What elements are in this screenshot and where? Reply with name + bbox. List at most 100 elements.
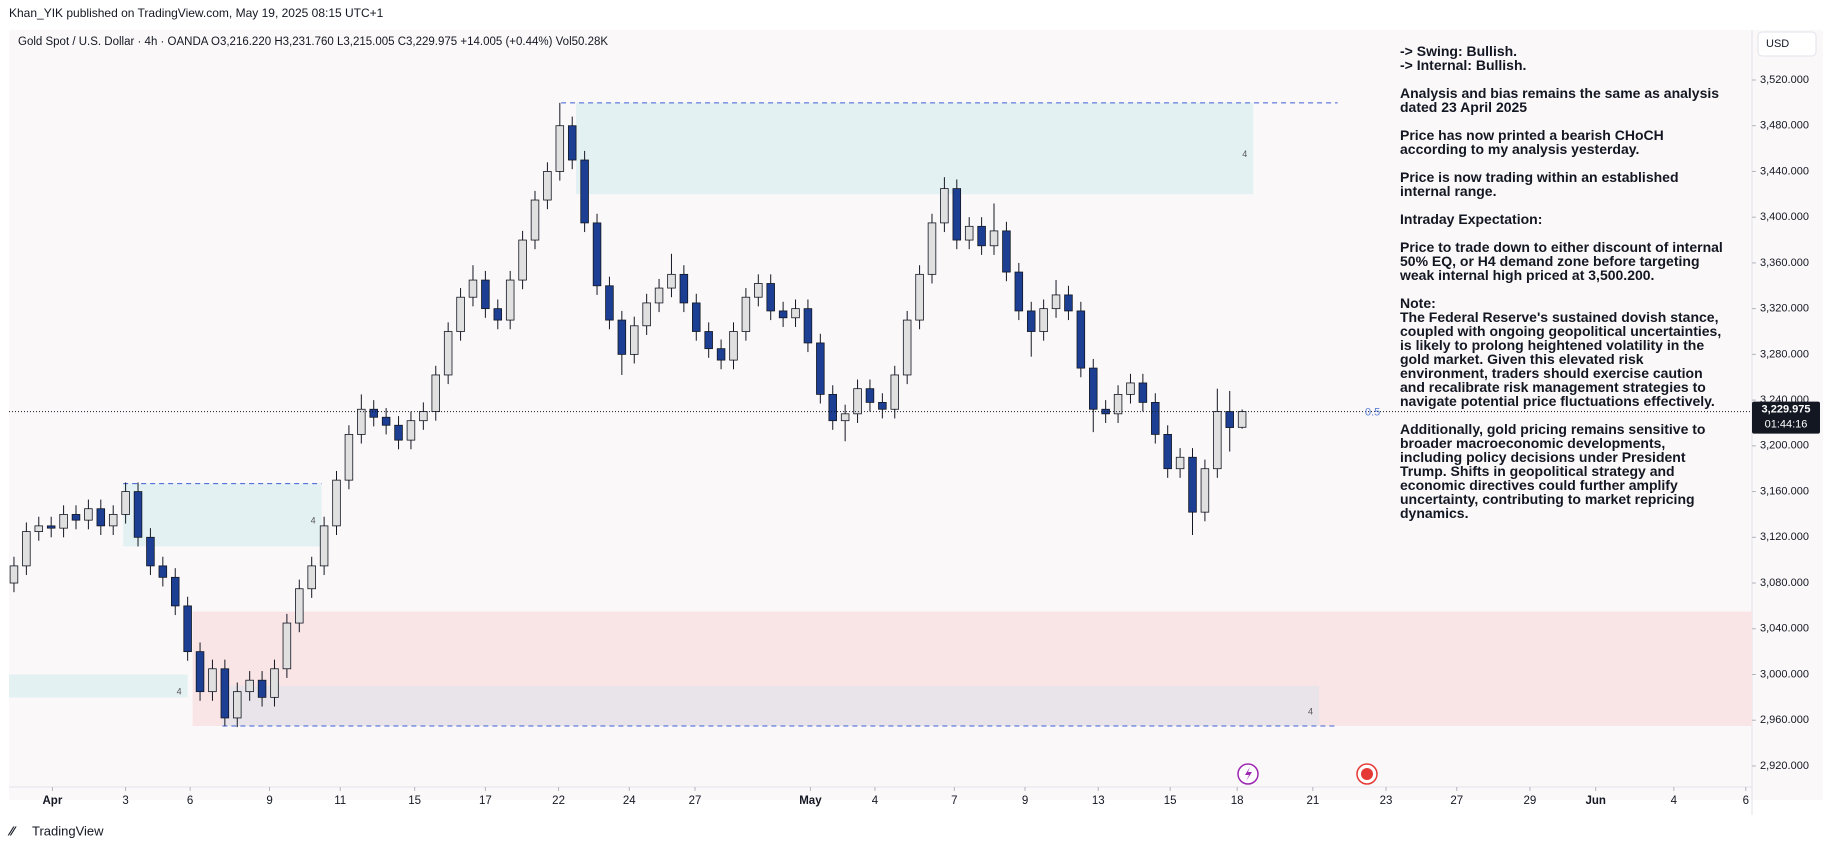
candle-body [940, 188, 949, 224]
note-paragraph: Analysis and bias remains the same as an… [1400, 86, 1730, 114]
candle-body [220, 668, 230, 719]
candle-body [468, 279, 478, 298]
candle-body [1014, 271, 1024, 312]
currency: USD [1766, 38, 1789, 50]
candle-body [927, 222, 937, 275]
candle-body [630, 325, 639, 355]
x-tick-label: 13 [1092, 795, 1105, 807]
note-line: The Federal Reserve's sustained dovish s… [1400, 309, 1722, 409]
candle-body [778, 310, 788, 319]
zone-label: 4 [1242, 149, 1247, 159]
candle-body [1051, 294, 1061, 310]
x-tick-label: 7 [951, 795, 957, 807]
candle-body [1151, 401, 1160, 435]
candle-body [307, 565, 316, 590]
note-paragraph: -> Swing: Bullish. -> Internal: Bullish. [1400, 44, 1730, 72]
y-tick-label: 3,160.000 [1760, 485, 1809, 497]
candle-body [853, 388, 862, 415]
zone-label: 4 [177, 686, 182, 696]
candle-body [915, 273, 924, 321]
note-line: Additionally, gold pricing remains sensi… [1400, 421, 1706, 521]
candle-body [1213, 411, 1222, 470]
y-tick-label: 3,080.000 [1760, 577, 1809, 589]
candle-body [1225, 411, 1234, 428]
candle-body [493, 308, 503, 321]
y-tick-label: 3,040.000 [1760, 623, 1809, 635]
x-tick-label: 11 [334, 795, 346, 807]
eq-label: 0.5 [1365, 406, 1380, 418]
note-paragraph: Price has now printed a bearish CHoCH ac… [1400, 128, 1730, 156]
footer-logo: ⁄⁄ [7, 823, 17, 838]
x-tick-label: 23 [1380, 795, 1393, 807]
candle-body [1076, 310, 1086, 369]
countdown: 01:44:16 [1765, 418, 1808, 430]
y-tick-label: 3,280.000 [1760, 348, 1809, 360]
legend-title: Gold Spot / U.S. Dollar · 4h · OANDA O3,… [18, 36, 608, 48]
x-tick-label: 9 [266, 795, 272, 807]
candle-body [766, 283, 775, 312]
candle-body [964, 225, 974, 241]
candle-body [1089, 367, 1098, 410]
y-tick-label: 3,320.000 [1760, 303, 1809, 315]
zone [9, 674, 188, 698]
note-line: -> Swing: Bullish. [1400, 43, 1518, 59]
candle-body [567, 125, 577, 161]
candle-body [1163, 434, 1172, 470]
candle-body [816, 342, 825, 395]
candle-body [617, 319, 627, 355]
candle-body [902, 319, 912, 376]
price-label-box [1752, 401, 1820, 434]
currency-box [1757, 31, 1817, 57]
x-tick-label: 17 [479, 795, 492, 807]
candle-body [183, 605, 192, 653]
note-line: Note: [1400, 295, 1436, 311]
candle-body [989, 230, 999, 247]
candle-body [381, 416, 391, 426]
y-tick-label: 2,920.000 [1760, 760, 1809, 772]
candle-body [654, 287, 664, 304]
x-tick-label: Jun [1585, 795, 1605, 807]
candle-body [431, 374, 441, 412]
candle-body [692, 302, 701, 332]
candle-body [977, 225, 986, 247]
x-tick-label: Apr [43, 795, 63, 807]
candle-body [803, 308, 813, 344]
note-line: Intraday Expectation: [1400, 211, 1543, 227]
y-tick-label: 2,960.000 [1760, 714, 1809, 726]
x-tick-label: 3 [122, 795, 128, 807]
note-paragraph: Intraday Expectation: [1400, 212, 1730, 226]
x-tick-label: 6 [187, 795, 193, 807]
candle-body [1101, 408, 1110, 415]
x-tick-label: 27 [689, 795, 702, 807]
candle-body [1113, 393, 1123, 415]
x-tick-label: 4 [872, 795, 879, 807]
candle-body [22, 531, 31, 567]
candle-body [369, 408, 378, 418]
candle-body [555, 125, 565, 172]
candle-body [1064, 294, 1073, 312]
candle-body [543, 171, 552, 201]
candle-body [1026, 310, 1036, 332]
note-line: Price has now printed a bearish CHoCH ac… [1400, 127, 1664, 157]
candle-body [1188, 456, 1197, 513]
candle-body [344, 434, 354, 481]
zone [222, 685, 1320, 726]
x-tick-label: 27 [1450, 795, 1463, 807]
candle-body [481, 279, 490, 310]
flag-icon [1361, 768, 1373, 780]
candle-body [406, 420, 416, 441]
candle-body [332, 479, 341, 527]
candle-body [1200, 468, 1210, 513]
candle-body [828, 393, 837, 422]
y-tick-label: 3,360.000 [1760, 257, 1809, 269]
y-tick-label: 3,200.000 [1760, 440, 1809, 452]
analysis-notes: -> Swing: Bullish. -> Internal: Bullish. A… [1400, 44, 1730, 534]
y-tick-label: 3,480.000 [1760, 120, 1809, 132]
lightning-icon [1245, 767, 1252, 781]
candle-body [605, 285, 614, 321]
candle-body [233, 691, 242, 719]
candle-body [642, 302, 651, 327]
x-tick-label: 18 [1231, 795, 1244, 807]
candle-body [729, 331, 738, 361]
candle-body [791, 308, 800, 319]
